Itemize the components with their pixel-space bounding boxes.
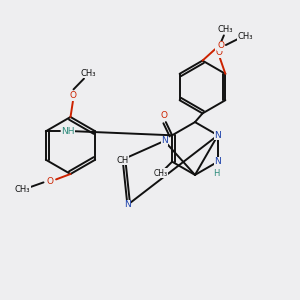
Text: CH₃: CH₃ bbox=[80, 69, 96, 78]
Text: N: N bbox=[214, 131, 221, 140]
Text: N: N bbox=[161, 136, 168, 146]
Text: N: N bbox=[214, 157, 221, 166]
Text: H: H bbox=[213, 169, 220, 178]
Text: O: O bbox=[215, 48, 222, 57]
Text: O: O bbox=[160, 111, 167, 120]
Text: O: O bbox=[70, 92, 77, 100]
Text: O: O bbox=[46, 177, 53, 186]
Text: CH₃: CH₃ bbox=[15, 185, 30, 194]
Text: CH₃: CH₃ bbox=[217, 25, 233, 34]
Text: CH₃: CH₃ bbox=[237, 32, 253, 41]
Text: CH₃: CH₃ bbox=[154, 169, 168, 178]
Text: NH: NH bbox=[61, 127, 74, 136]
Text: O: O bbox=[217, 41, 224, 50]
Text: CH: CH bbox=[116, 156, 129, 165]
Text: N: N bbox=[124, 200, 131, 209]
